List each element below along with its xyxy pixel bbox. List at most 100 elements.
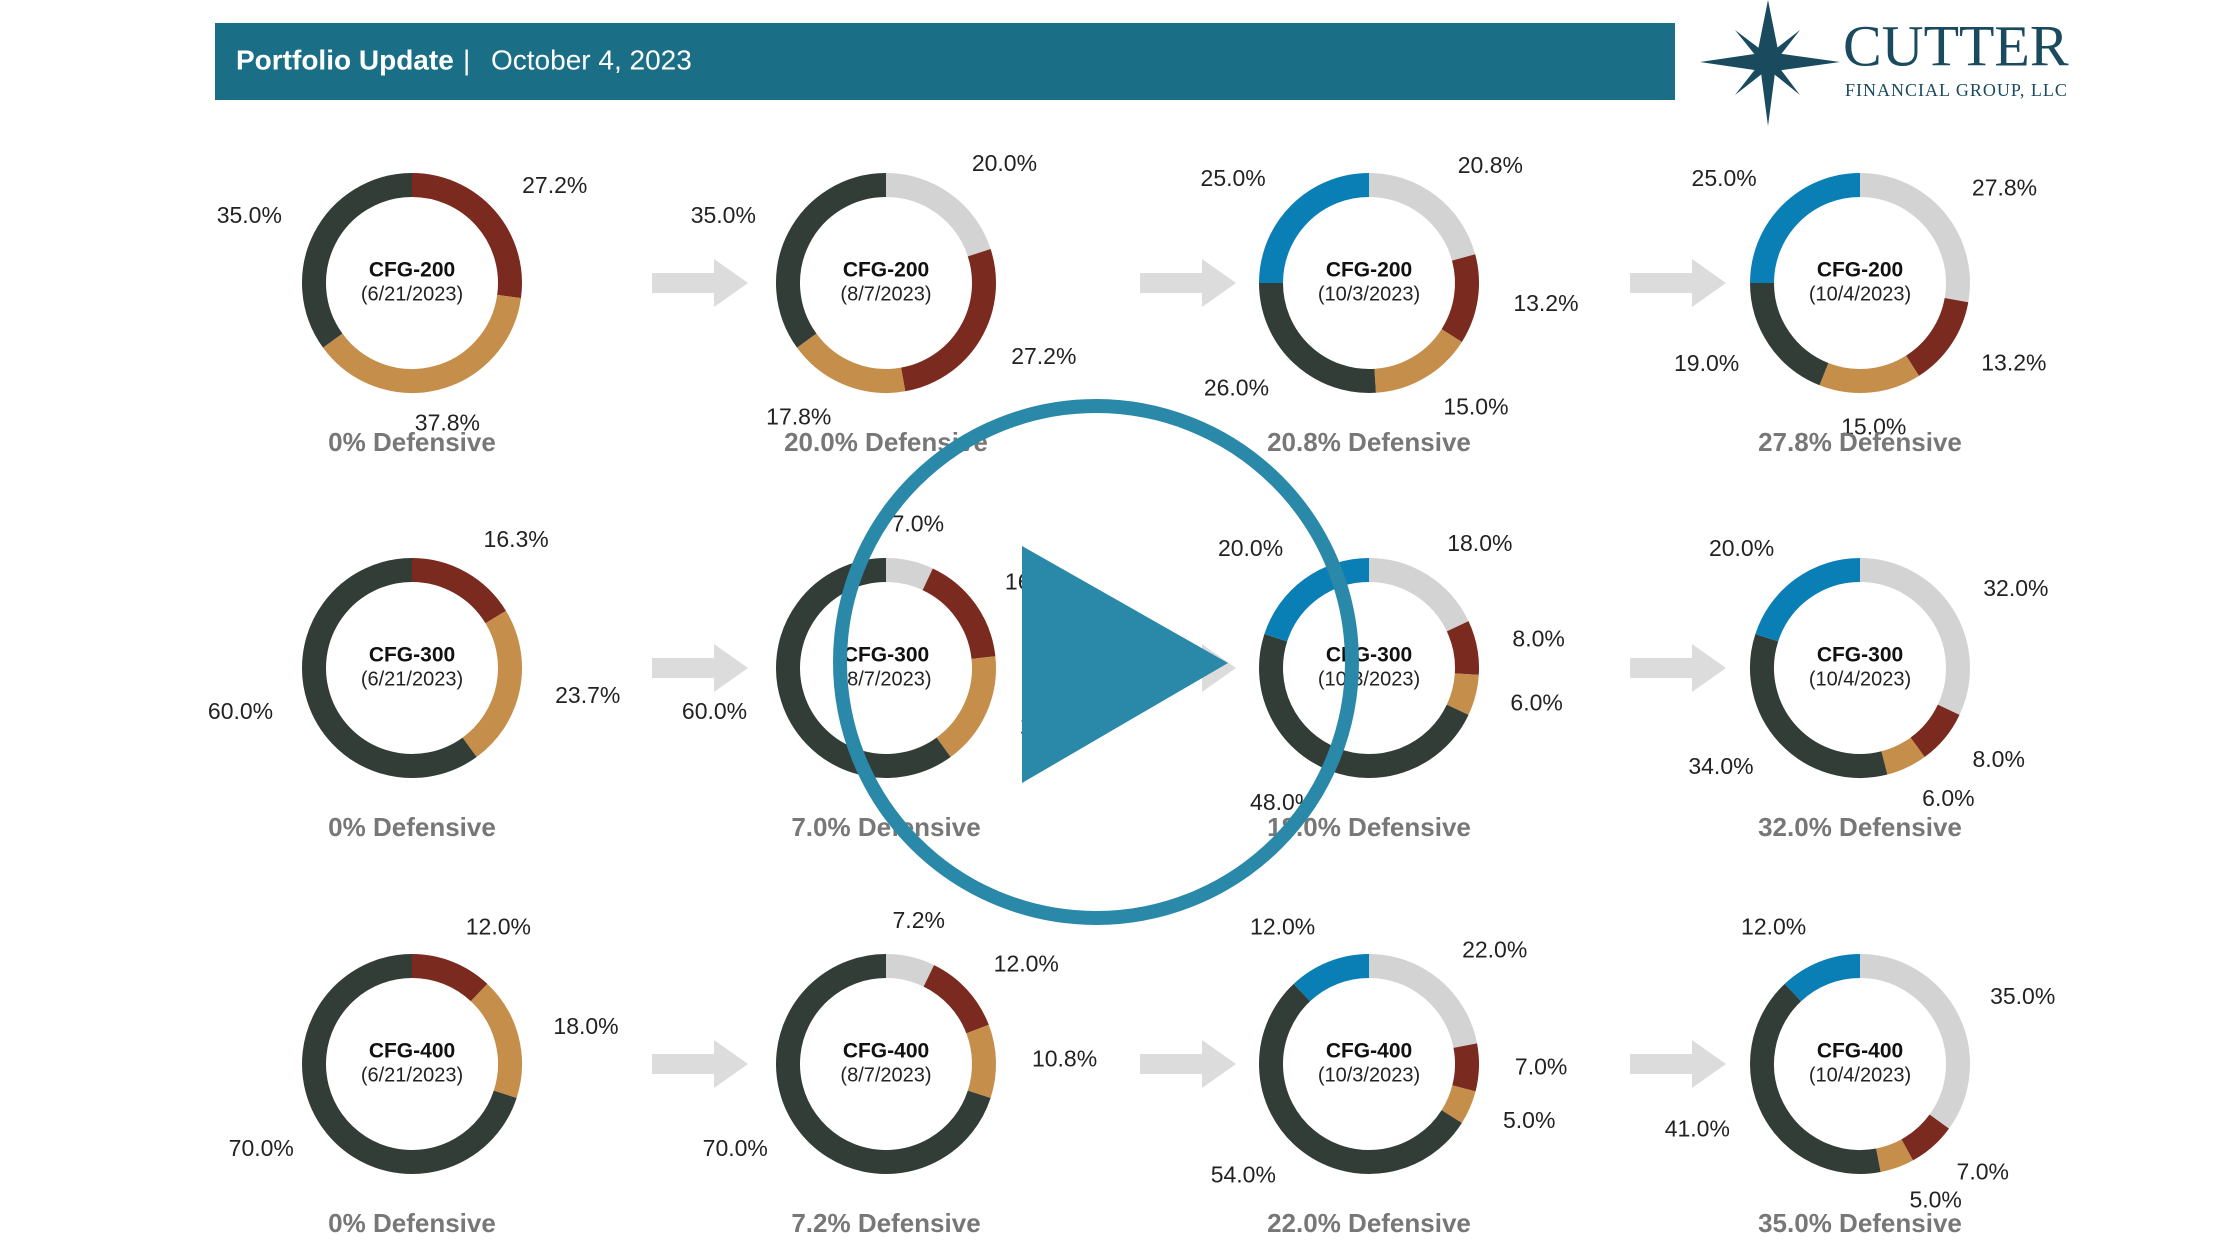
donut-chart: 27.2% 37.8% 35.0% CFG-200(6/21/2023) 0% Defe… — [217, 172, 588, 457]
donut-subtitle: (10/3/2023) — [1318, 1064, 1420, 1086]
value-label: 7.0% — [1957, 1159, 2009, 1185]
donut-subtitle: (10/3/2023) — [1318, 668, 1420, 690]
arrow — [1630, 644, 1726, 692]
donut-segment — [323, 294, 521, 393]
donut-segment — [1259, 173, 1370, 284]
donut-title: CFG-200 — [1817, 259, 1903, 282]
value-label: 6.0% — [1922, 785, 1974, 811]
donut-segment — [966, 1024, 996, 1098]
value-label: 41.0% — [1665, 1115, 1730, 1141]
value-label: 37.8% — [415, 410, 480, 436]
value-label: 18.0% — [1447, 530, 1512, 556]
donut-segment — [1905, 297, 1969, 376]
logo-name: CUTTER — [1843, 13, 2069, 78]
donut-caption: 20.8% Defensive — [1267, 427, 1471, 457]
value-label: 7.0% — [1515, 1054, 1567, 1080]
play-icon[interactable] — [1022, 546, 1228, 783]
value-label: 5.0% — [1503, 1107, 1555, 1133]
value-label: 7.2% — [893, 907, 945, 933]
arrow — [652, 1040, 748, 1088]
donut-title: CFG-400 — [843, 1040, 929, 1063]
value-label: 35.0% — [691, 202, 756, 228]
donut-chart: 16.3% 23.7% 60.0% CFG-300(6/21/2023) 0% Defe… — [208, 526, 620, 842]
arrow — [652, 644, 748, 692]
donut-chart: 32.0% 8.0% 6.0% 34.0% 20.0% CFG-300(10/4/2023… — [1688, 535, 2048, 842]
donut-segment — [1880, 737, 1925, 775]
value-label: 13.2% — [1981, 349, 2046, 375]
donut-segment — [411, 173, 522, 299]
header-date: October 4, 2023 — [491, 44, 692, 75]
logo-star — [1700, 0, 1840, 126]
value-label: 6.0% — [1510, 689, 1562, 715]
value-label: 20.8% — [1458, 152, 1523, 178]
value-label: 12.0% — [1250, 913, 1315, 939]
value-label: 12.0% — [994, 950, 1059, 976]
donut-title: CFG-400 — [369, 1040, 455, 1063]
donut-segment — [1859, 173, 1970, 303]
donut-caption: 22.0% Defensive — [1267, 1208, 1471, 1238]
donut-chart: 18.0%8.0%6.0%48.0%20.0%CFG-300(10/3/2023… — [1218, 530, 1565, 842]
donut-segment — [1750, 983, 1881, 1174]
header-separator: | — [463, 44, 470, 75]
donut-segment — [1910, 704, 1960, 757]
donut-segment — [1750, 634, 1888, 778]
donut-segment — [1368, 954, 1478, 1049]
donut-segment — [1784, 954, 1861, 1002]
value-label: 25.0% — [1692, 165, 1757, 191]
value-label: 18.0% — [553, 1013, 618, 1039]
donut-segment — [470, 983, 522, 1098]
value-label: 10.8% — [1032, 1045, 1097, 1071]
value-label: 22.0% — [1462, 937, 1527, 963]
donut-subtitle: (10/4/2023) — [1809, 668, 1911, 690]
value-label: 60.0% — [682, 698, 747, 724]
donut-title: CFG-300 — [843, 644, 929, 667]
value-label: 7.0% — [892, 511, 944, 537]
donut-segment — [1264, 558, 1370, 642]
donut-subtitle: (6/21/2023) — [361, 1064, 463, 1086]
donut-segment — [1859, 558, 1970, 715]
play-button[interactable] — [833, 399, 1359, 925]
value-label: 34.0% — [1688, 753, 1753, 779]
donut-subtitle: (6/21/2023) — [361, 283, 463, 305]
donut-caption: 0% Defensive — [328, 1208, 496, 1238]
arrow — [1140, 259, 1236, 307]
donut-segment — [1755, 558, 1861, 642]
donut-segment — [922, 568, 996, 660]
value-label: 16.3% — [484, 526, 549, 552]
arrow — [1630, 1040, 1726, 1088]
value-label: 8.0% — [1512, 626, 1564, 652]
value-label: 27.2% — [1011, 343, 1076, 369]
donut-subtitle: (10/3/2023) — [1318, 283, 1420, 305]
donut-segment — [1374, 328, 1462, 393]
value-label: 32.0% — [1983, 575, 2048, 601]
donut-chart: 27.8% 13.2% 15.0% 19.0% 25.0% CFG-200(10/4/20… — [1674, 165, 2046, 457]
value-label: 19.0% — [1674, 350, 1739, 376]
value-label: 27.8% — [1972, 174, 2037, 200]
value-label: 13.2% — [1513, 290, 1578, 316]
donut-subtitle: (10/4/2023) — [1809, 1064, 1911, 1086]
donut-subtitle: (8/7/2023) — [840, 1064, 931, 1086]
value-label: 35.0% — [217, 202, 282, 228]
donut-segment — [797, 333, 906, 393]
donut-chart: 35.0% 7.0%5.0% 41.0% 12.0% CFG-400(10/4/2023… — [1665, 913, 2056, 1238]
value-label: 20.0% — [972, 150, 1037, 176]
value-label: 27.2% — [522, 172, 587, 198]
donut-title: CFG-400 — [1817, 1040, 1903, 1063]
donut-chart: 12.0% 18.0% 70.0% CFG-400(6/21/2023) 0% Defe… — [229, 913, 619, 1238]
play-ring[interactable] — [833, 399, 1359, 925]
donut-segment — [885, 558, 933, 591]
donut-chart: 7.2% 12.0% 10.8% 70.0% CFG-400(8/7/2023) 7.2%… — [703, 907, 1098, 1238]
value-label: 5.0% — [1909, 1186, 1961, 1212]
donut-subtitle: (8/7/2023) — [840, 283, 931, 305]
donut-segment — [1750, 282, 1829, 386]
donut-segment — [776, 558, 951, 778]
value-label: 8.0% — [1972, 746, 2024, 772]
arrow — [1140, 1040, 1236, 1088]
donut-segment — [1446, 672, 1479, 715]
value-label: 17.8% — [766, 403, 831, 429]
donut-segment — [302, 558, 477, 778]
value-label: 26.0% — [1204, 375, 1269, 401]
donut-caption: 0% Defensive — [328, 812, 496, 842]
donut-segment — [1875, 1139, 1913, 1173]
